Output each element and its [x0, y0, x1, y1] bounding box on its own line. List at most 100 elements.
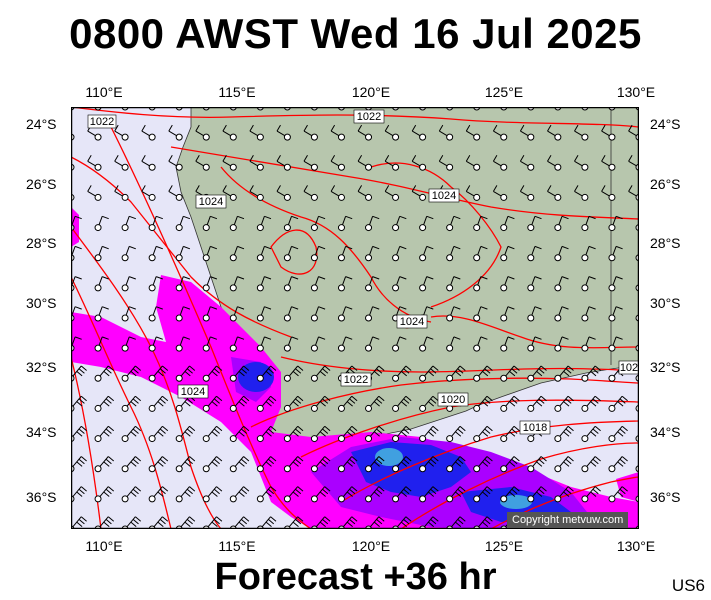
wind-barb-feather [135, 456, 142, 462]
wind-barb-feather [372, 306, 380, 310]
wind-barb-feather [297, 365, 304, 371]
station-dot [283, 133, 291, 141]
wind-barb-feather [428, 431, 435, 437]
station-dot [446, 224, 454, 232]
wind-barb-feather [157, 371, 164, 377]
wind-barb-feather [105, 519, 112, 525]
wind-barb-feather [80, 456, 87, 462]
wind-barb-feather [76, 491, 83, 497]
station-dot [581, 133, 589, 141]
wind-barb-feather [132, 398, 139, 404]
station-dot [256, 254, 264, 262]
station-dot [608, 224, 616, 232]
station-dot [202, 435, 210, 443]
station-dot [337, 224, 345, 232]
station-dot [527, 465, 535, 473]
wind-barb-feather [428, 521, 435, 527]
wind-barb-feather [107, 425, 115, 432]
wind-barb-feather [592, 368, 599, 374]
wind-barb-feather [399, 306, 407, 310]
station-dot [527, 344, 535, 352]
wind-barb-feather [351, 395, 358, 402]
station-dot [94, 163, 102, 171]
wind-barb-feather [400, 491, 408, 497]
wind-barb-feather [403, 519, 410, 525]
wind-barb-feather [561, 245, 569, 250]
wind-barb-feather [222, 185, 227, 192]
wind-barb-feather [291, 336, 299, 340]
station-dot [310, 465, 318, 473]
station-dot [392, 374, 400, 382]
station-dot [229, 224, 237, 232]
wind-barb-feather [243, 456, 250, 462]
wind-barb-feather [105, 398, 112, 404]
station-dot [500, 344, 508, 352]
wind-barb-feather [405, 395, 412, 402]
station-dot [310, 404, 318, 412]
station-dot [500, 133, 508, 141]
wind-barb-feather [480, 245, 488, 250]
station-dot [229, 495, 237, 503]
wind-barb-feather [588, 215, 596, 220]
station-dot [608, 133, 616, 141]
station-dot [94, 435, 102, 443]
station-dot [148, 374, 156, 382]
wind-barb-feather [213, 488, 220, 495]
wind-barb-feather [189, 456, 196, 462]
wind-barb-feather [432, 365, 439, 371]
wind-barb-feather [594, 456, 601, 462]
wind-barb-feather [399, 336, 407, 340]
wind-barb-feather [107, 365, 115, 371]
wind-barb-feather [213, 428, 220, 434]
wind-barb-feather [303, 185, 308, 192]
wind-barb-feather [482, 431, 489, 437]
wind-barb-feather [482, 401, 489, 407]
station-dot [608, 404, 616, 412]
station-dot [365, 344, 373, 352]
station-dot [608, 465, 616, 473]
wind-barb-feather [303, 124, 308, 132]
wind-barb-feather [492, 124, 498, 132]
wind-barb-feather [240, 519, 248, 525]
wind-barb-feather [357, 154, 363, 162]
wind-barb-feather [78, 488, 85, 495]
wind-barb-feather [324, 516, 331, 522]
station-dot [473, 284, 481, 292]
station-dot [175, 193, 183, 201]
wind-barb-feather [621, 425, 628, 432]
lat-label-right-30: 30°S [650, 295, 681, 311]
wind-barb-feather [403, 458, 410, 465]
station-dot [148, 284, 156, 292]
station-dot [554, 374, 562, 382]
wind-barb-feather [330, 124, 336, 132]
station-dot [256, 374, 264, 382]
station-dot [175, 133, 183, 141]
wind-barb-feather [324, 456, 331, 462]
wind-barb-feather [345, 306, 353, 310]
wind-barb-feather [561, 215, 569, 220]
station-dot [446, 344, 454, 352]
wind-barb-feather [455, 491, 462, 497]
wind-barb-feather [114, 154, 119, 162]
station-dot [554, 224, 562, 232]
station-dot [365, 133, 373, 141]
station-dot [148, 435, 156, 443]
lat-label-right-36: 36°S [650, 489, 681, 505]
station-dot [148, 193, 156, 201]
wind-barb-feather [430, 368, 437, 374]
wind-barb-feather [438, 154, 444, 162]
wind-barb-feather [319, 461, 326, 467]
wind-barb-feather [162, 456, 169, 462]
wind-barb-feather [189, 516, 196, 522]
wind-barb-feather [403, 488, 410, 495]
wind-barb-feather [378, 486, 385, 492]
station-dot [419, 254, 427, 262]
station-dot [554, 344, 562, 352]
wind-barb-feather [561, 306, 569, 310]
wind-barb-feather [265, 461, 272, 467]
station-dot [581, 435, 589, 443]
station-dot [310, 314, 318, 322]
station-dot [256, 224, 264, 232]
wind-barb-feather [216, 486, 223, 492]
wind-barb-feather [346, 431, 353, 437]
